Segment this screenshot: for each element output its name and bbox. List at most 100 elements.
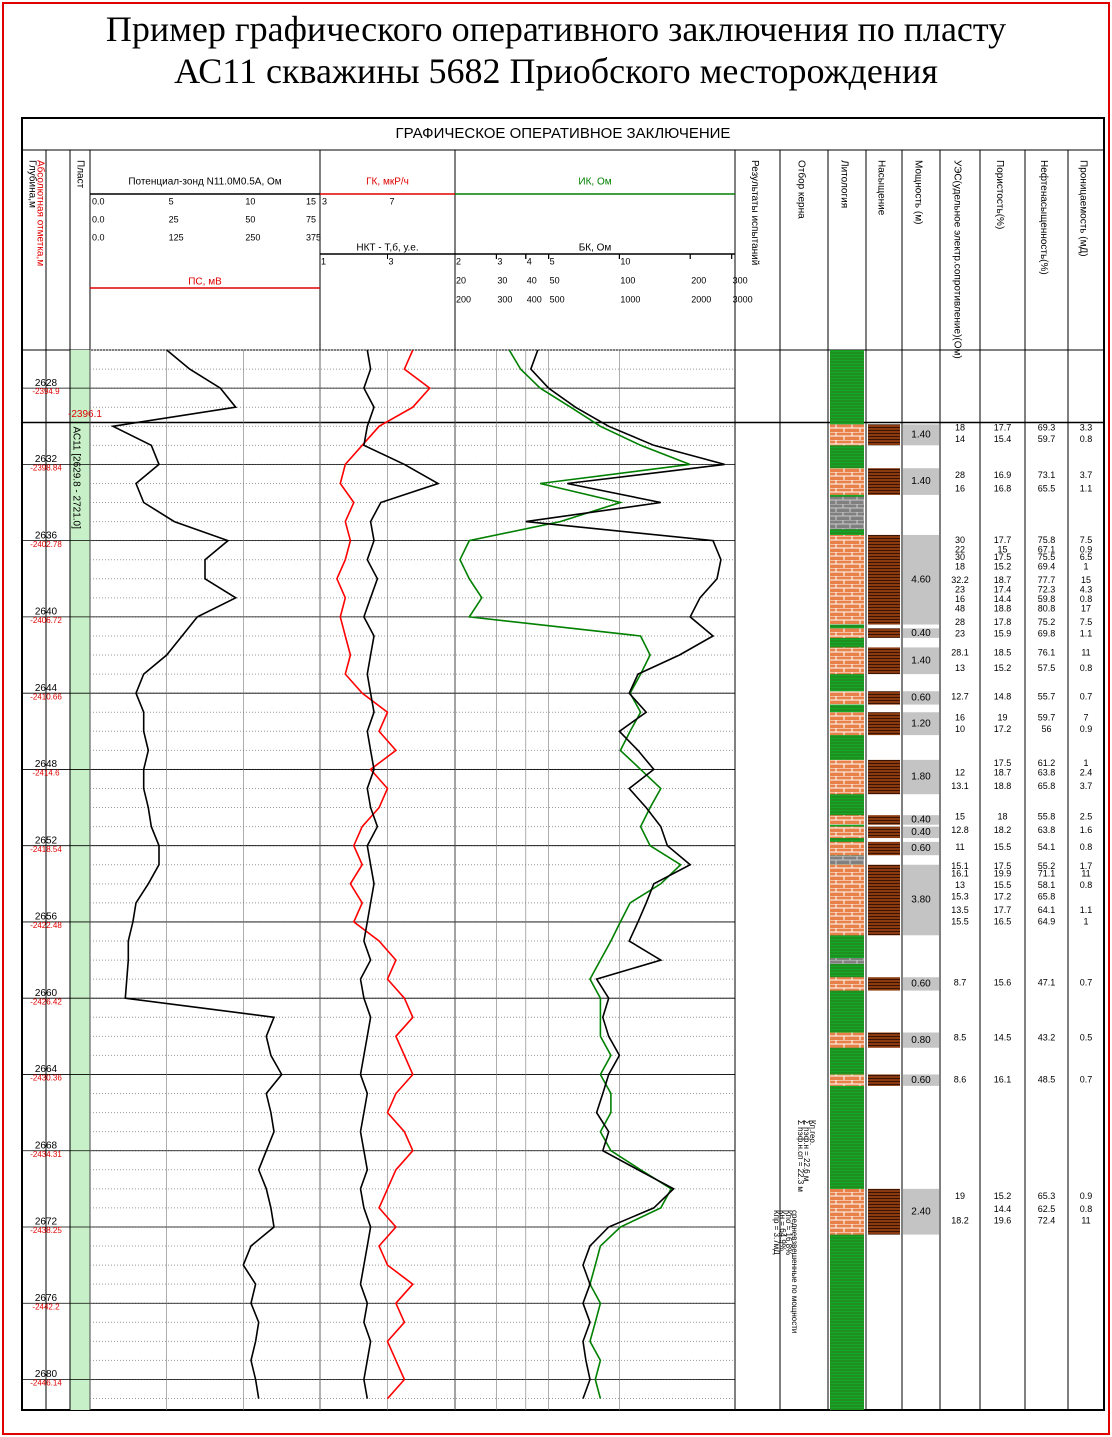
track-subtitle: БК, Ом [579,243,612,254]
value-ues: 18.2 [951,1216,969,1226]
lithology-sandstone [830,468,864,495]
value-por: 14.4 [994,1204,1012,1214]
saturation-oil [868,827,900,838]
value-perm: 1.1 [1080,484,1093,494]
value-por: 16.8 [994,484,1012,494]
value-ues: 19 [955,1191,965,1201]
thickness-label: 0.40 [911,628,931,639]
value-por: 17.2 [994,892,1012,902]
log-curve [460,350,690,1399]
value-por: 17.7 [994,423,1012,433]
value-oil: 76.1 [1038,648,1056,658]
value-oil: 58.1 [1038,880,1056,890]
value-por: 15.6 [994,977,1012,987]
value-ues: 28 [955,617,965,627]
thickness-label: 3.80 [911,895,931,906]
lithology-sandstone [830,827,864,838]
value-perm: 1.1 [1080,905,1093,915]
value-oil: 72.3 [1038,585,1056,595]
scale-label: 2000 [691,294,711,304]
value-ues: 13.1 [951,781,969,791]
scale-label: 400 [527,294,542,304]
value-perm: 2.5 [1080,811,1093,821]
value-perm: 7.5 [1080,535,1093,545]
thickness-label: 0.60 [911,1075,931,1086]
value-ues: 48 [955,604,965,614]
value-oil: 64.1 [1038,905,1056,915]
scale-label: 25 [169,214,179,224]
value-oil: 54.1 [1038,842,1056,852]
value-ues: 8.6 [954,1075,967,1085]
thickness-label: 0.60 [911,843,931,854]
value-oil: 57.5 [1038,663,1056,673]
value-perm: 6.5 [1080,552,1093,562]
lithology-limestone [830,958,864,964]
value-ues: 12 [955,768,965,778]
value-por: 18 [997,811,1007,821]
value-ues: 30 [955,535,965,545]
lithology-limestone [830,497,864,529]
value-perm: 11 [1081,1216,1090,1226]
scale-label: 500 [550,294,565,304]
value-perm: 0.7 [1080,977,1093,987]
value-oil: 72.4 [1038,1216,1056,1226]
log-curve [113,350,282,1399]
value-oil: 55.8 [1038,811,1056,821]
value-perm: 0.9 [1080,1191,1093,1201]
scale-label: 50 [245,214,255,224]
value-ues: 30 [955,552,965,562]
value-perm: 1 [1083,916,1088,926]
value-oil: 59.7 [1038,712,1056,722]
column-title: Пласт [74,160,85,189]
value-ues: 23 [955,585,965,595]
value-ues: 13 [955,663,965,673]
value-oil: 69.8 [1038,628,1056,638]
value-oil: 71.1 [1038,869,1056,879]
value-por: 18.7 [994,768,1012,778]
lithology-sandstone [830,1074,864,1085]
scale-label: 0.0 [92,214,105,224]
value-por: 14.4 [994,594,1012,604]
column-title: Проницаемость (мД) [1077,160,1088,257]
scale-label: 3 [322,196,327,206]
value-ues: 12.7 [951,691,969,701]
value-ues: 16 [955,594,965,604]
value-por: 14.8 [994,691,1012,701]
value-perm: 17 [1081,604,1091,614]
value-por: 15.5 [994,842,1012,852]
value-oil: 75.5 [1038,552,1056,562]
abs-label: -2394.9 [32,387,60,396]
value-perm: 0.7 [1080,691,1093,701]
track-title: ИК, Ом [578,177,611,188]
thickness-label: 1.40 [911,476,931,487]
lithology-sandstone [830,424,864,445]
saturation-oil [868,815,900,825]
scale-label: 4 [527,256,532,266]
saturation-oil [868,760,900,794]
value-perm: 7 [1083,712,1088,722]
scale-label: 7 [390,196,395,206]
plast-abs: -2396.1 [68,409,102,420]
lithology-sandstone [830,977,864,990]
value-perm: 0.8 [1080,434,1093,444]
saturation-oil [868,712,900,735]
value-por: 14.5 [994,1033,1012,1043]
lithology-sandstone [830,1033,864,1048]
value-oil: 55.7 [1038,691,1056,701]
scale-label: 5 [169,196,174,206]
thickness-label: 0.40 [911,827,931,838]
scale-label: 2 [456,256,461,266]
value-ues: 28 [955,470,965,480]
saturation-oil [868,691,900,704]
abs-label: -2426.42 [30,997,62,1006]
value-perm: 0.8 [1080,842,1093,852]
value-oil: 47.1 [1038,977,1056,987]
value-perm: 0.8 [1080,663,1093,673]
column-title: Нефтенасыщенность(%) [1038,160,1050,275]
scale-label: 15 [306,196,316,206]
abs-label: -2430.36 [30,1074,62,1083]
scale-label: 125 [169,232,184,242]
value-ues: 15.3 [951,892,969,902]
value-perm: 0.9 [1080,724,1093,734]
scale-label: 250 [245,232,260,242]
